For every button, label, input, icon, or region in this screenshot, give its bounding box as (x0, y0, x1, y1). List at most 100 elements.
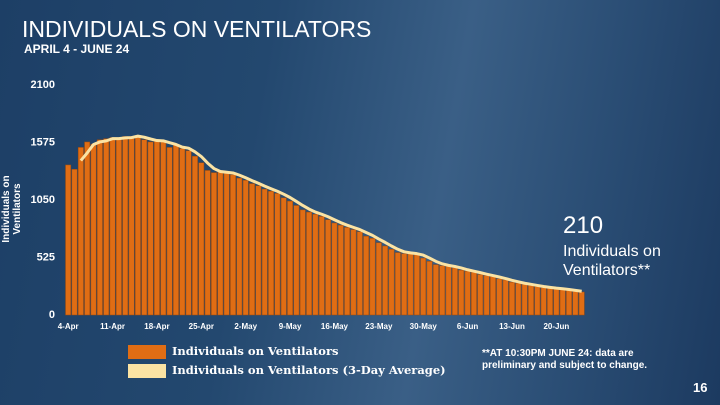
bar (337, 224, 344, 316)
callout-value: 210 (563, 212, 604, 239)
bar (90, 143, 97, 316)
bar (280, 197, 287, 316)
bar (103, 138, 110, 316)
bar (268, 190, 274, 316)
x-tick-label: 23-May (365, 322, 393, 331)
bar (293, 205, 300, 316)
title: INDIVIDUALS ON VENTILATORS (22, 16, 372, 42)
bar (211, 172, 217, 316)
bar (115, 139, 122, 316)
bar (445, 265, 452, 316)
bar (223, 172, 230, 316)
bar (173, 144, 179, 316)
bar (249, 183, 255, 316)
bar (96, 139, 103, 316)
bar (496, 278, 503, 316)
bar (350, 229, 357, 316)
bar (382, 245, 389, 316)
subtitle: APRIL 4 - JUNE 24 (24, 42, 130, 56)
bar (439, 265, 446, 316)
bar (432, 264, 439, 316)
bar (401, 253, 408, 316)
bar (521, 284, 528, 316)
bar (306, 211, 313, 316)
bar (261, 188, 268, 316)
bar (502, 279, 509, 316)
bar (363, 235, 370, 316)
y-tick-label: 1050 (31, 194, 55, 206)
bar (375, 242, 382, 316)
bar (344, 227, 351, 316)
x-tick-label: 20-Jun (543, 322, 569, 331)
bar (242, 180, 249, 316)
y-tick-label: 2100 (31, 79, 55, 91)
callout-label: Individuals on Ventilators** (563, 243, 661, 279)
bar (426, 261, 433, 316)
x-tick-label: 6-Jun (457, 322, 478, 331)
bar (255, 185, 262, 316)
x-tick-label: 4-Apr (58, 322, 79, 331)
y-tick-label: 525 (37, 251, 55, 263)
bar (464, 270, 471, 316)
legend-swatch (128, 364, 166, 378)
bar (192, 155, 198, 316)
bar (547, 287, 553, 316)
bar (65, 164, 72, 316)
x-tick-label: 9-May (279, 322, 302, 331)
legend-label: Individuals on Ventilators (3-Day Averag… (172, 363, 446, 377)
bar (71, 169, 78, 316)
bar (420, 257, 427, 316)
bar (528, 285, 534, 316)
bar (490, 276, 496, 316)
x-tick-label: 18-Apr (144, 322, 169, 331)
bar (356, 231, 363, 316)
bar (179, 148, 186, 316)
bar (566, 290, 572, 316)
bar (134, 135, 141, 316)
bar (559, 289, 566, 316)
bar (553, 288, 560, 316)
bar (578, 291, 585, 316)
legend-swatch (128, 345, 166, 359)
bar (287, 200, 293, 316)
bar (230, 174, 236, 316)
bar (166, 147, 173, 316)
bar (312, 213, 319, 316)
bar (236, 177, 243, 316)
x-tick-label: 2-May (234, 322, 257, 331)
bar (128, 136, 135, 316)
bar (388, 249, 395, 316)
bar (540, 287, 547, 316)
bar (160, 140, 167, 316)
x-tick-label: 30-May (410, 322, 438, 331)
bar (204, 170, 211, 316)
bar (198, 162, 205, 316)
bar (451, 267, 458, 316)
bar (331, 222, 338, 316)
bar (477, 274, 484, 316)
bar (109, 137, 116, 316)
bar (122, 136, 129, 316)
page-number: 16 (693, 380, 708, 395)
bar (458, 269, 465, 316)
bar (77, 147, 84, 316)
bar (185, 150, 192, 316)
bar (413, 254, 420, 316)
x-tick-label: 11-Apr (100, 322, 125, 331)
x-tick-label: 13-Jun (499, 322, 525, 331)
y-tick-label: 0 (49, 309, 55, 321)
bar (154, 139, 160, 316)
bar (471, 272, 477, 316)
bar (147, 141, 154, 316)
bar (217, 171, 224, 316)
bar (572, 291, 579, 316)
bar (141, 139, 148, 316)
bar (534, 286, 541, 316)
bar (394, 252, 401, 316)
bar (407, 252, 414, 316)
bar (318, 216, 325, 316)
legend-label: Individuals on Ventilators (172, 344, 339, 358)
bar (509, 281, 515, 316)
